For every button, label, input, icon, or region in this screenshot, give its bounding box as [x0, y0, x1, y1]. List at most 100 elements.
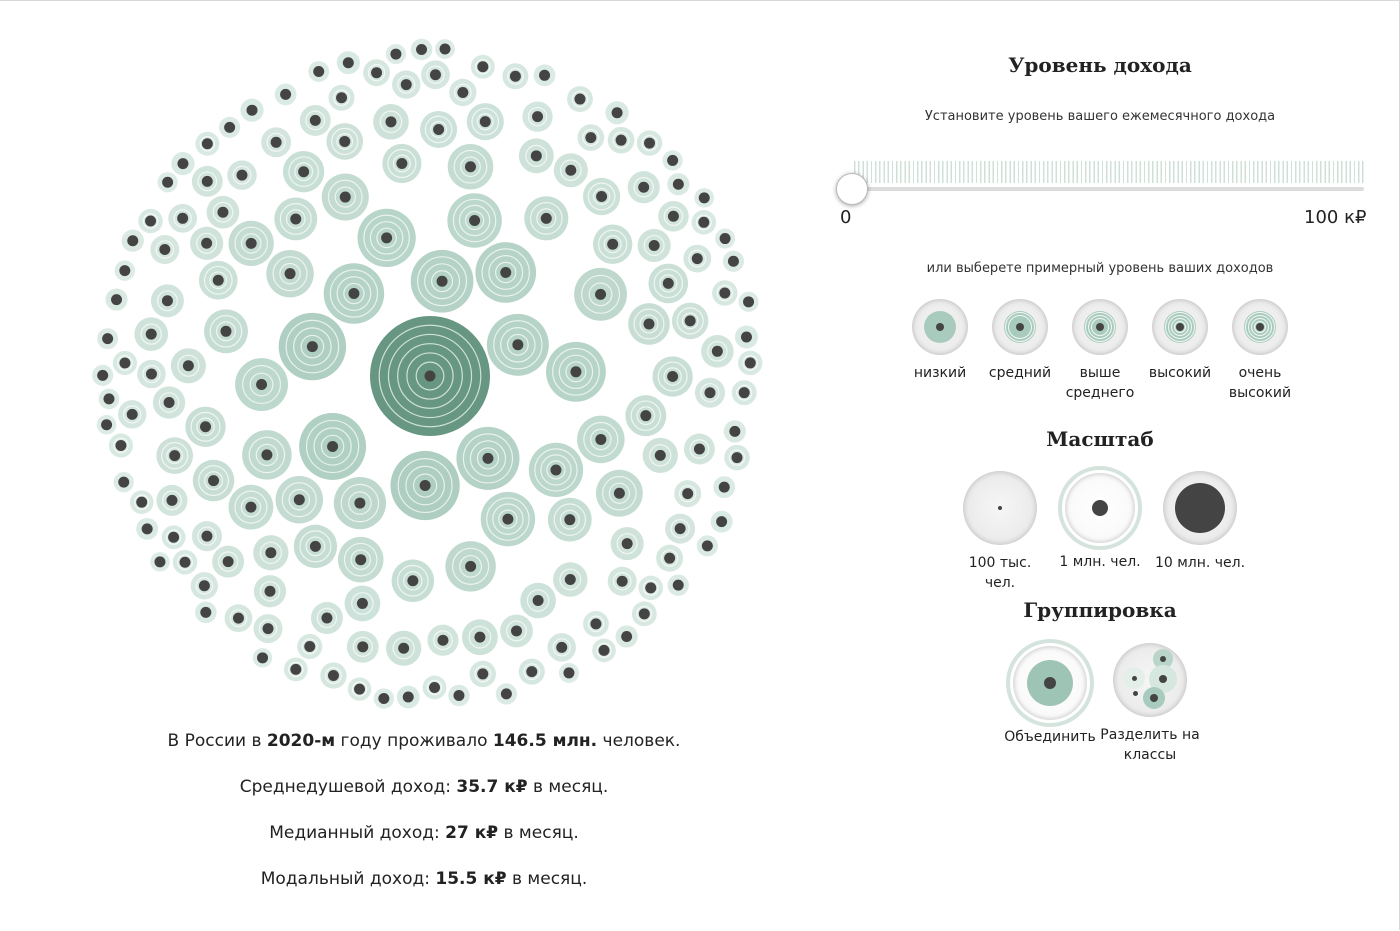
income-level-icon	[992, 299, 1048, 355]
income-subtitle: Установите уровень вашего ежемесячного д…	[924, 109, 1276, 124]
income-level-option[interactable]: средний	[970, 299, 1070, 383]
scale-100k-icon	[963, 471, 1037, 545]
scale-option-100k[interactable]: 100 тыс. чел.	[952, 471, 1048, 593]
population-bubble	[500, 614, 533, 648]
population-bubble	[435, 39, 455, 59]
scale-option-1m[interactable]: 1 млн. чел.	[1052, 466, 1148, 572]
population-bubble	[671, 302, 709, 340]
population-bubble	[567, 86, 593, 112]
population-bubble	[168, 203, 198, 233]
population-bubble	[533, 64, 556, 87]
population-bubble	[138, 208, 163, 234]
population-bubble	[96, 415, 117, 435]
population-bubble	[137, 359, 166, 389]
population-bubble	[422, 675, 447, 700]
income-level-option[interactable]: очень высокий	[1210, 299, 1310, 403]
population-bubble	[228, 220, 274, 267]
population-bubble	[592, 224, 633, 264]
modal-income-stat: Модальный доход: 15.5 к₽ в месяц.	[260, 869, 588, 889]
population-bubble	[190, 226, 224, 260]
income-histogram-ticks	[854, 161, 1364, 183]
selected-ring	[1006, 639, 1094, 727]
population-bubble	[546, 341, 606, 402]
income-levels-subtitle: или выберете примерный уровень ваших дох…	[926, 261, 1274, 276]
population-bubble	[470, 54, 495, 79]
population-bubble	[150, 284, 184, 318]
population-bubble	[642, 437, 678, 473]
income-level-icon	[1072, 299, 1128, 355]
population-bubble	[382, 143, 422, 184]
population-bubble	[235, 358, 288, 411]
population-bubble	[574, 267, 627, 321]
population-bubble	[242, 430, 292, 480]
population-bubble	[390, 450, 460, 521]
income-level-label: средний	[988, 365, 1052, 381]
average-income-stat: Среднедушевой доход: 35.7 к₽ в месяц.	[239, 777, 609, 797]
population-bubble	[547, 497, 592, 542]
population-bubble	[592, 638, 616, 663]
grouping-title: Группировка	[1023, 598, 1177, 622]
scale-option-10m[interactable]: 10 млн. чел.	[1152, 471, 1248, 573]
population-bubble	[667, 173, 690, 196]
population-bubble	[282, 151, 325, 193]
income-level-option[interactable]: высокий	[1130, 299, 1230, 383]
population-bubble	[386, 630, 422, 666]
grouping-option-split[interactable]: Разделить на классы	[1100, 643, 1200, 765]
population-bubble	[161, 525, 186, 550]
population-bubble	[553, 153, 588, 188]
population-bubble	[577, 415, 625, 464]
population-bubble	[136, 517, 159, 540]
income-slider[interactable]	[836, 157, 1364, 205]
income-level-option[interactable]: низкий	[890, 299, 990, 383]
population-stat: В России в 2020-м году проживало 146.5 м…	[167, 731, 681, 751]
population-bubble	[486, 313, 549, 376]
population-bubble	[662, 150, 683, 171]
population-bubble	[683, 244, 712, 273]
population-bubble	[129, 490, 154, 514]
population-bubble	[628, 303, 670, 345]
population-bubble-chart	[92, 38, 763, 709]
income-level-option[interactable]: выше среднего	[1050, 299, 1150, 403]
population-bubble	[652, 356, 693, 397]
population-bubble	[701, 335, 734, 368]
population-bubble	[456, 426, 520, 490]
population-bubble	[150, 235, 180, 265]
population-bubble	[206, 195, 240, 229]
population-bubble	[480, 491, 536, 547]
population-bubble	[363, 59, 390, 87]
population-bubble	[637, 228, 671, 263]
population-bubble	[577, 124, 605, 151]
population-bubble	[121, 229, 144, 252]
population-bubble	[203, 309, 248, 354]
population-bubble	[522, 101, 553, 132]
population-bubble	[224, 604, 253, 633]
slider-track[interactable]	[852, 187, 1364, 191]
slider-thumb[interactable]	[836, 173, 868, 205]
population-bubble	[615, 625, 638, 648]
population-bubble	[252, 648, 273, 668]
population-bubble	[346, 630, 379, 663]
population-bubble	[696, 535, 718, 557]
population-bubble	[722, 250, 745, 272]
population-bubble	[105, 288, 128, 311]
population-bubble	[385, 44, 406, 65]
population-bubble	[278, 312, 347, 381]
population-bubble	[357, 208, 416, 268]
population-bubble	[694, 377, 726, 408]
scale-10m-icon	[1163, 471, 1237, 545]
population-bubble	[347, 677, 372, 701]
population-bubble	[447, 143, 494, 190]
income-level-icon	[912, 299, 968, 355]
population-bubble	[734, 325, 759, 349]
population-bubble	[191, 521, 223, 552]
grouping-option-merge[interactable]: Объединить	[1000, 639, 1100, 747]
population-bubble	[344, 585, 381, 622]
population-bubble	[219, 116, 241, 138]
income-level-label: выше среднего	[1065, 365, 1135, 401]
merge-icon	[1013, 646, 1087, 720]
population-bubble	[212, 545, 245, 578]
population-bubble	[636, 130, 663, 156]
population-bubble	[583, 610, 609, 637]
population-bubble	[266, 249, 314, 298]
population-bubble	[391, 559, 435, 603]
